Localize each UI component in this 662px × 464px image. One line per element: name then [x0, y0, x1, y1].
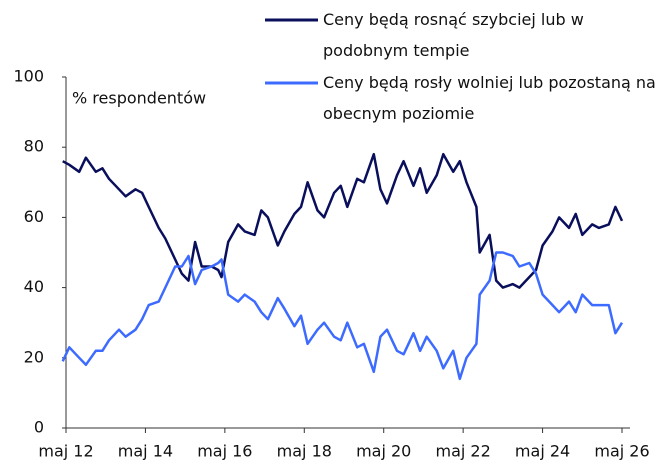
y-tick-label: 80: [24, 137, 44, 156]
x-tick-label: maj 12: [38, 442, 93, 461]
x-tick-label: maj 14: [118, 442, 173, 461]
x-tick-label: maj 22: [436, 442, 491, 461]
legend-label: Ceny będą rosnąć szybciej lub w podobnym…: [323, 10, 584, 60]
y-tick-label: 60: [24, 207, 44, 226]
series-line: [61, 251, 624, 381]
series-line: [62, 152, 624, 289]
legend-label: Ceny będą rosły wolniej lub pozostaną na…: [323, 73, 656, 123]
y-tick-label: 40: [24, 277, 44, 296]
x-tick-label: maj 26: [594, 442, 649, 461]
y-tick-label: 0: [34, 418, 44, 437]
x-tick-label: maj 18: [277, 442, 332, 461]
x-tick-label: maj 24: [515, 442, 570, 461]
y-tick-label: 20: [24, 347, 44, 366]
y-tick-label: 100: [13, 67, 44, 86]
x-tick-label: maj 20: [356, 442, 411, 461]
x-tick-label: maj 16: [197, 442, 252, 461]
annotation: % respondentów: [72, 89, 206, 108]
